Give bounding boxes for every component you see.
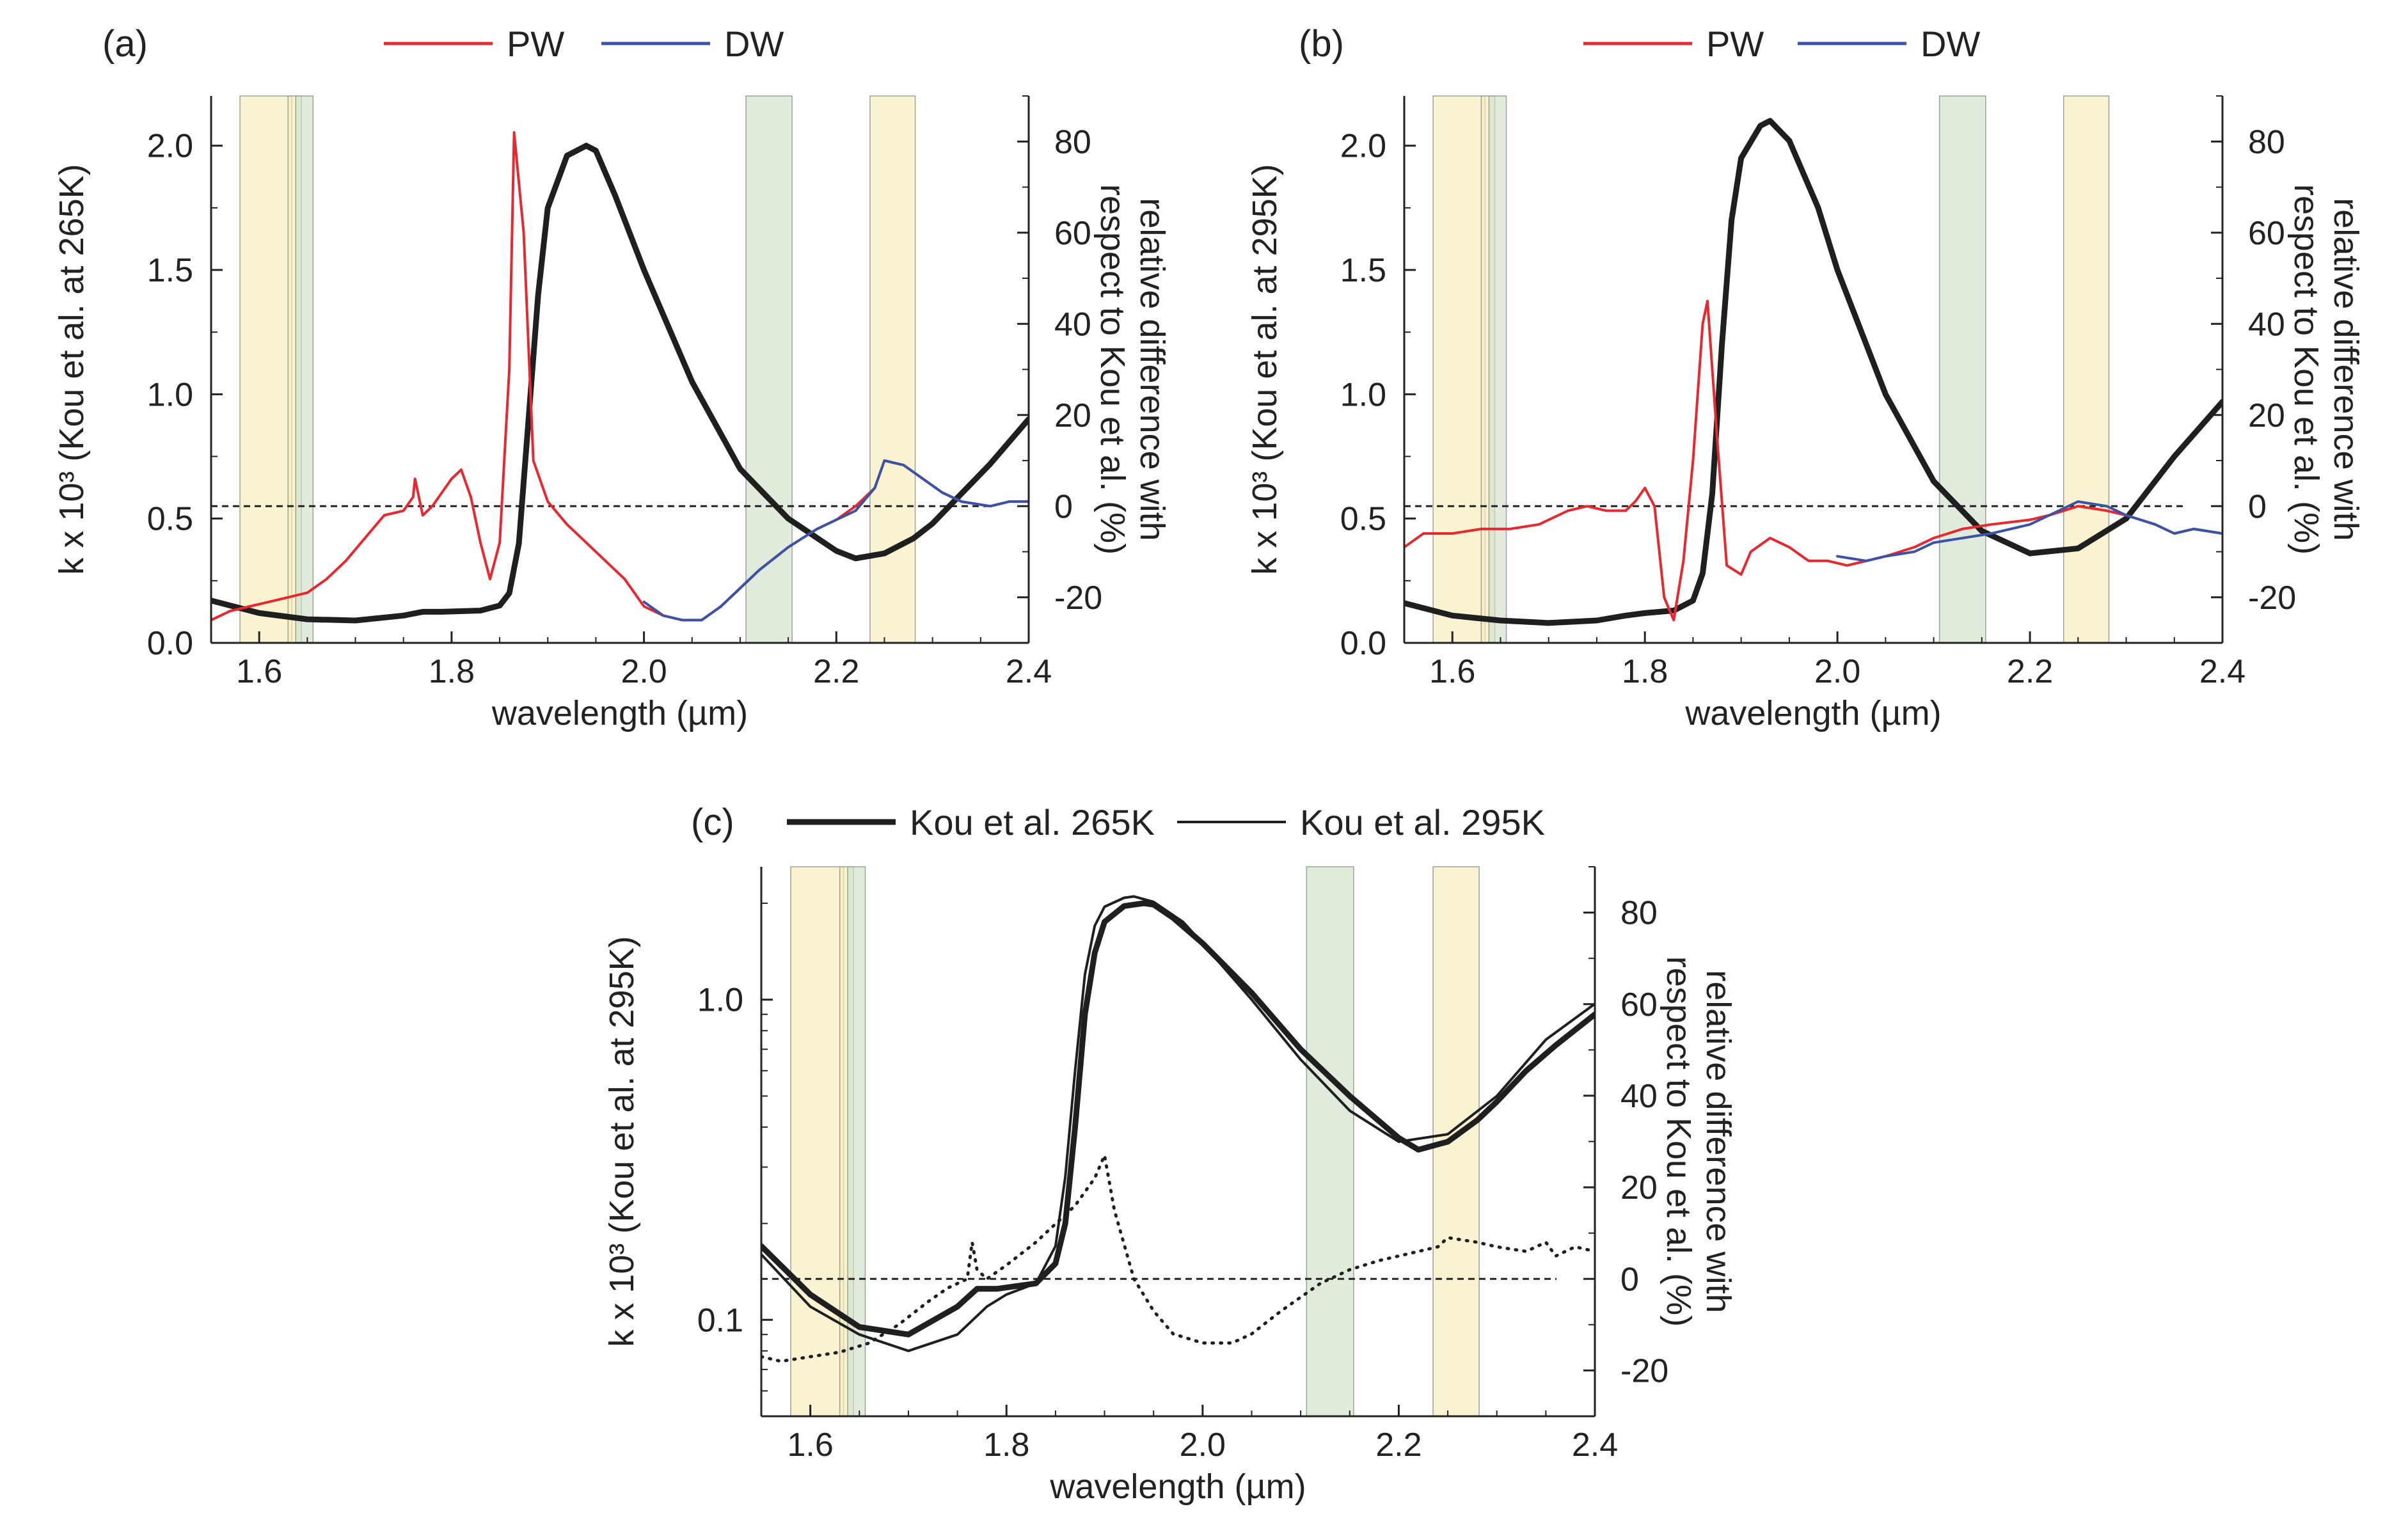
y-tick-label: 0.0	[1340, 625, 1386, 662]
y2-axis-label-line1: relative difference with	[2327, 198, 2365, 541]
shaded-band-yellow	[790, 866, 844, 1417]
x-tick-label: 2.2	[813, 653, 859, 690]
shaded-band-yellow	[2063, 95, 2110, 644]
y2-tick-label: 80	[1054, 123, 1091, 161]
y2-tick-label: 60	[1620, 986, 1658, 1023]
legend-label: DW	[1921, 24, 1980, 64]
series-line-kou-et-al-295k	[1404, 118, 2222, 626]
panel-b: 1.6 1.8 2.0 2.2 2.4 0.0 0.5 1.0 1.5 2.0 -20 0 20 40 60…	[1246, 23, 2365, 732]
y-tick-label: 1.5	[1340, 252, 1386, 289]
series-line-dw	[642, 459, 1029, 622]
panel-a: 1.6 1.8 2.0 2.2 2.4 0.0 0.5 1.0 1.5 2.0 -20 0 20 40 60…	[52, 23, 1171, 732]
x-tick-label: 2.0	[621, 653, 667, 690]
y2-tick-label: 20	[1054, 397, 1091, 434]
series-line-dw	[1836, 500, 2222, 562]
y2-tick-label: 20	[2248, 397, 2285, 434]
y-axis-label: k x 10³ (Kou et al. at 295K)	[1246, 164, 1284, 574]
shaded-band-green	[1938, 95, 1986, 644]
x-tick-label: 2.2	[1375, 1426, 1422, 1464]
y2-tick-label: 40	[1054, 306, 1091, 343]
legend-label: Kou et al. 265K	[910, 802, 1155, 842]
y2-axis-label-line1: relative difference with	[1699, 970, 1738, 1313]
y2-axis-label-line1: relative difference with	[1133, 198, 1171, 541]
series-line-relative-difference	[761, 1153, 1595, 1363]
shaded-band-yellow	[1432, 95, 1486, 644]
y2-tick-label: 80	[2248, 123, 2285, 161]
y2-tick-label: 60	[1054, 215, 1091, 252]
y-tick-label: 0.5	[1340, 501, 1386, 538]
x-axis-label: wavelength (µm)	[491, 694, 748, 732]
series-line-kou-et-al-295k	[761, 895, 1595, 1352]
x-tick-label: 1.6	[787, 1426, 833, 1464]
y2-tick-label: 80	[1620, 895, 1658, 932]
panel-label: (b)	[1299, 23, 1344, 65]
x-tick-label: 2.0	[1180, 1426, 1226, 1464]
series-group	[211, 131, 1029, 624]
y2-tick-label: 0	[1620, 1261, 1639, 1298]
legend-label: Kou et al. 295K	[1300, 802, 1545, 842]
series-group	[1404, 118, 2222, 626]
y2-axis-label-line2: respect to Kou et al. (%)	[1659, 956, 1698, 1327]
legend-label: DW	[724, 24, 784, 64]
shaded-band-green	[1306, 866, 1354, 1417]
y-tick-label: 0.0	[147, 625, 193, 662]
y2-tick-label: 40	[2248, 306, 2285, 343]
shaded-band-green	[1488, 95, 1507, 644]
y-tick-label: 0.5	[147, 501, 193, 538]
x-tick-label: 1.8	[983, 1426, 1029, 1464]
x-tick-label: 2.2	[2007, 653, 2053, 690]
y-tick-label: 1.5	[147, 252, 193, 289]
y2-tick-label: 0	[1054, 488, 1073, 525]
x-tick-label: 2.4	[1006, 653, 1052, 690]
x-tick-label: 2.4	[1572, 1426, 1618, 1464]
panel-c: 1.6 1.8 2.0 2.2 2.4 0.1 1.0 -20 0 20 40 60 80 wavelen…	[603, 802, 1738, 1506]
x-tick-label: 1.6	[236, 653, 282, 690]
x-tick-label: 1.8	[1622, 653, 1668, 690]
shaded-band-yellow	[869, 95, 916, 644]
shaded-band-yellow	[239, 95, 293, 644]
y2-tick-label: -20	[1620, 1352, 1668, 1389]
y-tick-label: 1.0	[147, 376, 193, 413]
y-axis-label: k x 10³ (Kou et al. at 265K)	[52, 164, 91, 574]
y2-tick-label: 20	[1620, 1169, 1658, 1206]
x-tick-label: 2.0	[1814, 653, 1860, 690]
y2-tick-label: 60	[2248, 215, 2285, 252]
shaded-band-green	[295, 95, 314, 644]
legend-label: PW	[507, 24, 564, 64]
y-tick-label: 2.0	[1340, 128, 1386, 165]
series-line-kou-et-al-265k	[761, 900, 1595, 1338]
y2-axis-label-line2: respect to Kou et al. (%)	[1093, 184, 1132, 555]
x-tick-label: 2.4	[2199, 653, 2246, 690]
series-line-kou-et-al-265k	[211, 143, 1029, 624]
y2-tick-label: 0	[2248, 488, 2267, 525]
panel-label: (a)	[102, 23, 148, 65]
series-group	[761, 895, 1595, 1363]
y-axis-label: k x 10³ (Kou et al. at 295K)	[603, 936, 641, 1347]
y2-tick-label: -20	[1054, 580, 1102, 617]
y2-tick-label: 40	[1620, 1078, 1658, 1115]
x-axis-label: wavelength (µm)	[1049, 1467, 1306, 1506]
y-tick-label: 2.0	[147, 128, 193, 165]
y2-tick-label: -20	[2248, 580, 2296, 617]
x-tick-label: 1.8	[429, 653, 475, 690]
legend-label: PW	[1706, 24, 1764, 64]
y-tick-label: 1.0	[697, 982, 743, 1019]
y-tick-label: 0.1	[697, 1302, 743, 1339]
x-axis-label: wavelength (µm)	[1684, 694, 1941, 732]
panel-label: (c)	[691, 802, 734, 843]
x-tick-label: 1.6	[1429, 653, 1475, 690]
y2-axis-label-line2: respect to Kou et al. (%)	[2287, 184, 2325, 555]
y-tick-label: 1.0	[1340, 376, 1386, 413]
